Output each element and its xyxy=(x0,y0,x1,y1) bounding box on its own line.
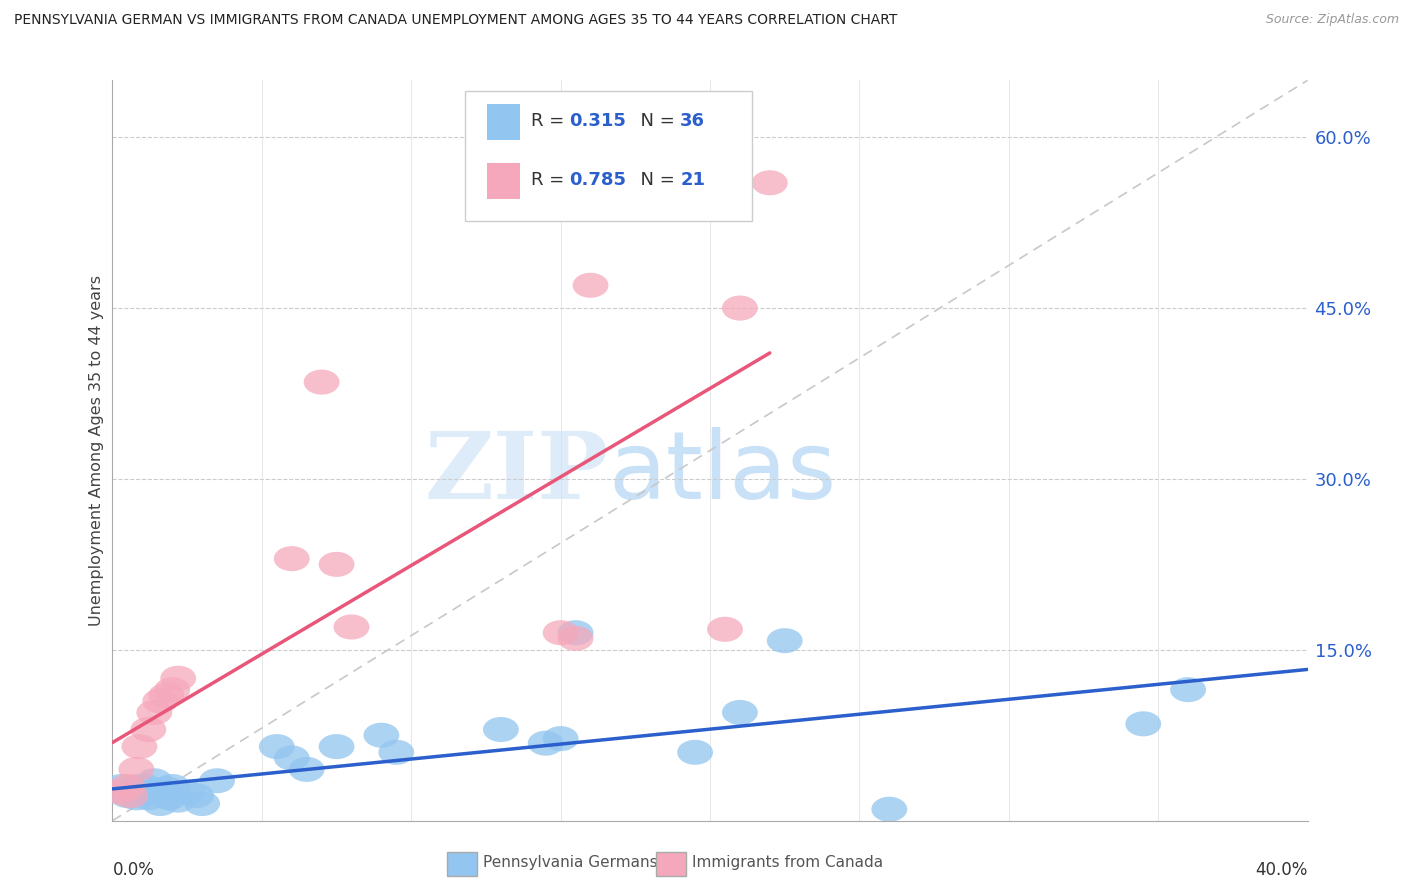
Ellipse shape xyxy=(766,628,803,653)
Y-axis label: Unemployment Among Ages 35 to 44 years: Unemployment Among Ages 35 to 44 years xyxy=(89,275,104,626)
Ellipse shape xyxy=(118,756,155,782)
Text: N =: N = xyxy=(628,171,681,189)
Ellipse shape xyxy=(128,774,163,799)
Text: 0.0%: 0.0% xyxy=(112,862,155,880)
Ellipse shape xyxy=(333,615,370,640)
Ellipse shape xyxy=(723,295,758,320)
Text: 40.0%: 40.0% xyxy=(1256,862,1308,880)
Text: Source: ZipAtlas.com: Source: ZipAtlas.com xyxy=(1265,13,1399,27)
Ellipse shape xyxy=(304,369,340,394)
Ellipse shape xyxy=(527,731,564,756)
Text: 21: 21 xyxy=(681,171,706,189)
Ellipse shape xyxy=(363,723,399,747)
Ellipse shape xyxy=(112,776,149,801)
Ellipse shape xyxy=(200,768,235,793)
Ellipse shape xyxy=(148,682,184,708)
Ellipse shape xyxy=(274,746,309,771)
Ellipse shape xyxy=(110,783,145,808)
Text: R =: R = xyxy=(531,171,569,189)
Ellipse shape xyxy=(160,788,197,813)
Ellipse shape xyxy=(169,780,205,805)
Ellipse shape xyxy=(142,791,179,816)
Ellipse shape xyxy=(572,273,609,298)
FancyBboxPatch shape xyxy=(657,853,686,876)
Ellipse shape xyxy=(112,783,149,808)
Ellipse shape xyxy=(259,734,295,759)
Ellipse shape xyxy=(484,717,519,742)
Ellipse shape xyxy=(543,726,579,751)
Ellipse shape xyxy=(142,689,179,714)
Ellipse shape xyxy=(160,665,197,690)
Ellipse shape xyxy=(136,700,173,725)
Ellipse shape xyxy=(184,791,221,816)
Text: Immigrants from Canada: Immigrants from Canada xyxy=(692,855,883,871)
Ellipse shape xyxy=(121,774,157,799)
Text: N =: N = xyxy=(628,112,681,130)
FancyBboxPatch shape xyxy=(447,853,477,876)
Ellipse shape xyxy=(274,546,309,571)
Ellipse shape xyxy=(723,700,758,725)
Ellipse shape xyxy=(110,774,145,799)
Ellipse shape xyxy=(155,677,190,702)
Ellipse shape xyxy=(1170,677,1206,702)
Ellipse shape xyxy=(115,780,152,805)
Text: ZIP: ZIP xyxy=(425,427,609,517)
FancyBboxPatch shape xyxy=(486,163,520,199)
Ellipse shape xyxy=(121,734,157,759)
Ellipse shape xyxy=(319,552,354,577)
Ellipse shape xyxy=(558,620,593,645)
Ellipse shape xyxy=(543,620,579,645)
Ellipse shape xyxy=(378,739,415,764)
Ellipse shape xyxy=(131,717,166,742)
Text: Pennsylvania Germans: Pennsylvania Germans xyxy=(484,855,658,871)
FancyBboxPatch shape xyxy=(486,104,520,139)
Ellipse shape xyxy=(104,780,139,805)
Text: 0.785: 0.785 xyxy=(569,171,626,189)
Ellipse shape xyxy=(136,768,173,793)
Ellipse shape xyxy=(125,780,160,805)
Text: 36: 36 xyxy=(681,112,706,130)
Ellipse shape xyxy=(139,780,176,805)
Ellipse shape xyxy=(678,739,713,764)
Ellipse shape xyxy=(179,783,214,808)
Text: 0.315: 0.315 xyxy=(569,112,626,130)
FancyBboxPatch shape xyxy=(465,91,752,221)
Ellipse shape xyxy=(104,774,139,799)
Text: atlas: atlas xyxy=(609,426,837,518)
Ellipse shape xyxy=(131,785,166,811)
Ellipse shape xyxy=(148,776,184,801)
Ellipse shape xyxy=(118,785,155,811)
Text: R =: R = xyxy=(531,112,569,130)
Ellipse shape xyxy=(558,626,593,651)
Ellipse shape xyxy=(288,756,325,782)
Ellipse shape xyxy=(155,774,190,799)
Ellipse shape xyxy=(707,616,742,642)
Ellipse shape xyxy=(319,734,354,759)
Ellipse shape xyxy=(152,785,187,811)
Ellipse shape xyxy=(1125,711,1161,737)
Text: PENNSYLVANIA GERMAN VS IMMIGRANTS FROM CANADA UNEMPLOYMENT AMONG AGES 35 TO 44 Y: PENNSYLVANIA GERMAN VS IMMIGRANTS FROM C… xyxy=(14,13,897,28)
Ellipse shape xyxy=(872,797,907,822)
Ellipse shape xyxy=(752,170,787,195)
